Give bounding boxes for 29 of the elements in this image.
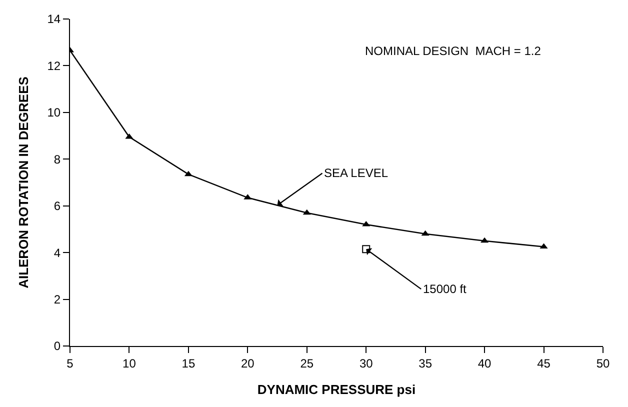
y-tick-label: 6 xyxy=(54,199,61,214)
x-tick-label: 10 xyxy=(122,356,136,370)
point xyxy=(302,209,311,215)
x-tick-label: 25 xyxy=(300,356,314,370)
x-tick-label: 40 xyxy=(478,356,492,370)
x-tick-label: 20 xyxy=(240,356,255,370)
point xyxy=(125,133,134,139)
y-tick-label: 14 xyxy=(47,12,61,26)
text: SEA LEVEL xyxy=(324,166,388,180)
y-axis-title: AILERON ROTATION IN DEGREES xyxy=(16,76,32,288)
y-tick-label: 2 xyxy=(54,292,61,306)
x-tick-label: 15 xyxy=(182,356,196,370)
x-tick-label: 35 xyxy=(418,356,432,370)
x-tick-label: 30 xyxy=(359,356,374,370)
point xyxy=(184,170,192,176)
x-tick-label: 5 xyxy=(66,356,74,370)
x-axis-title: DYNAMIC PRESSURE psi xyxy=(257,382,416,397)
y-tick-label: 10 xyxy=(47,106,61,120)
point xyxy=(362,245,370,254)
y-tick-label: 8 xyxy=(54,152,61,166)
x-tick-label: 45 xyxy=(537,356,551,370)
x-tick-label: 50 xyxy=(596,356,610,370)
y-tick-label: 4 xyxy=(54,246,61,260)
point xyxy=(421,230,430,236)
point xyxy=(480,237,489,243)
y-tick-label: 0 xyxy=(54,339,61,354)
y-tick-label: 12 xyxy=(47,58,61,73)
text: 15000 ft xyxy=(423,282,468,296)
annotation: NOMINAL DESIGN MACH = 1.2 xyxy=(365,44,542,58)
